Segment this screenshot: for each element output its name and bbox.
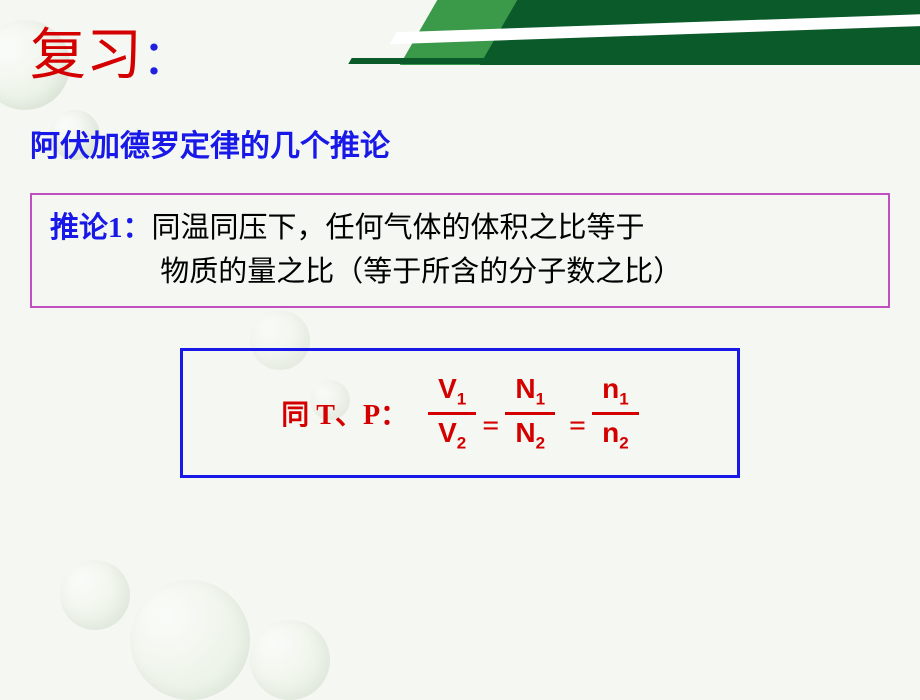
formula-box: 同 T、P： V1 V2 = N1 N2 = n1 n2 (180, 348, 740, 478)
bg-molecule (250, 620, 330, 700)
equals-1: = (482, 409, 499, 455)
theorem-line2: 物质的量之比（等于所含的分子数之比） (160, 251, 682, 295)
title-text: 复习 (30, 25, 142, 87)
fraction-n: n1 n2 (592, 371, 639, 455)
fraction-v: V1 V2 (428, 371, 476, 455)
formula-prefix: 同 T、P： (281, 393, 408, 433)
bg-molecule (60, 560, 130, 630)
subtitle: 阿伏加德罗定律的几个推论 (30, 121, 890, 165)
equals-2: = (569, 409, 586, 455)
prefix-vars: T、P： (316, 400, 408, 431)
slide-content: 复习： 阿伏加德罗定律的几个推论 推论1：同温同压下，任何气体的体积之比等于 物… (0, 0, 920, 488)
slide-title: 复习： (30, 10, 890, 91)
theorem-line1: 同温同压下，任何气体的体积之比等于 (152, 212, 645, 244)
title-colon: ： (142, 32, 190, 85)
theorem-label: 推论1： (50, 212, 152, 244)
prefix-cn: 同 (281, 400, 316, 431)
theorem-box: 推论1：同温同压下，任何气体的体积之比等于 物质的量之比（等于所含的分子数之比） (30, 193, 890, 308)
fraction-N: N1 N2 (505, 371, 555, 455)
bg-molecule (130, 580, 250, 700)
